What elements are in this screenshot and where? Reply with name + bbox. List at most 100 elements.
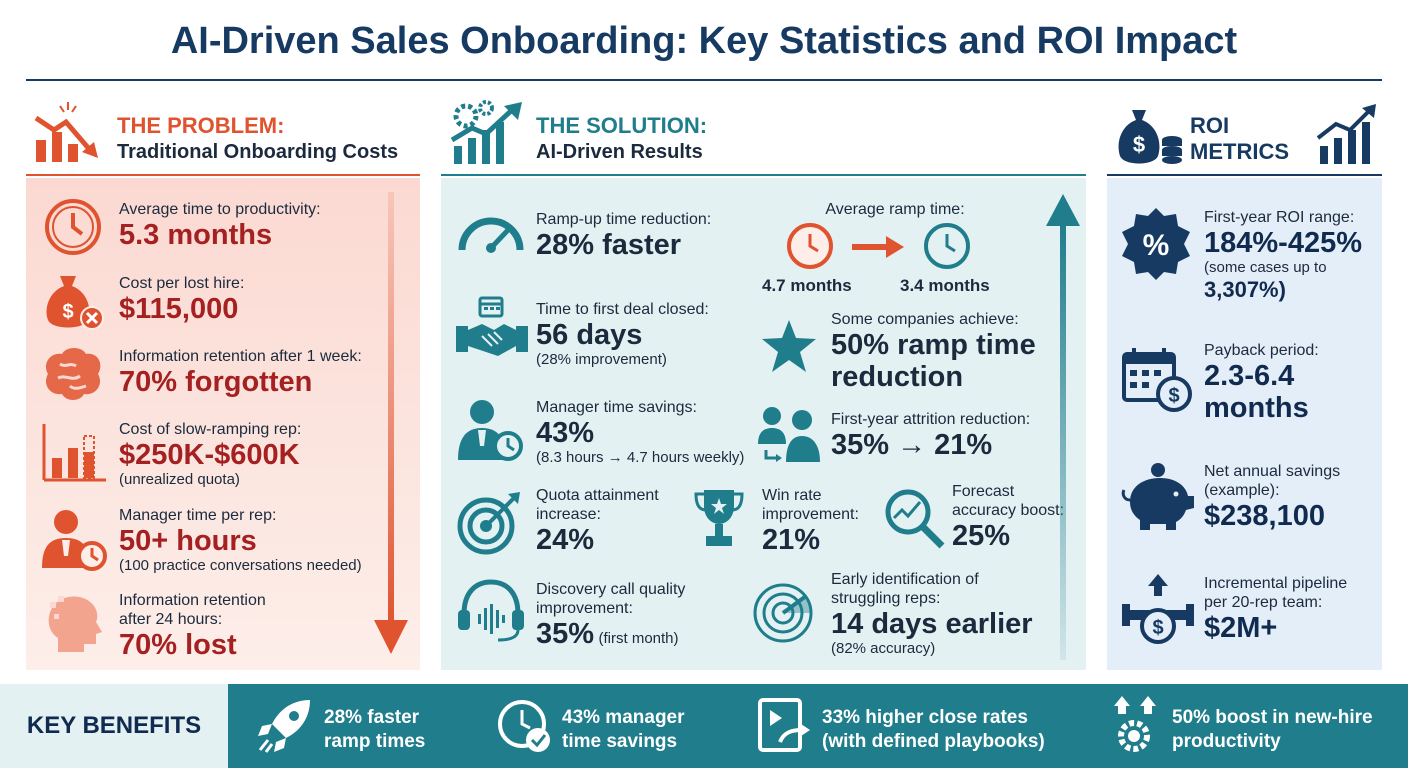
solution-label-winrate-line2: improvement: [762,506,859,523]
clock-after-icon [922,221,972,271]
benefit-ramp-line2: ramp times [324,731,426,752]
problem-label-retention-week: Information retention after 1 week: [119,348,362,365]
roi-value-payback: 2.3-6.4 [1204,360,1295,392]
upward-arrow [1044,192,1082,662]
magnifier-trend-icon [882,486,946,550]
benefit-productivity-line2: productivity [1172,731,1281,752]
clock-before-icon [785,221,835,271]
problem-value-retention-24h: 70% lost [119,629,237,661]
roi-heading-line1: ROI [1190,113,1230,138]
manager-stopwatch-icon [40,506,108,572]
piggy-bank-icon [1120,462,1196,532]
headset-icon [456,578,526,644]
problem-label-manager-time: Manager time per rep: [119,507,277,524]
problem-divider [26,174,420,176]
solution-note-manager: (8.3 hours → 4.7 hours weekly) [536,449,745,466]
solution-label-first-deal: Time to first deal closed: [536,301,709,318]
problem-panel [26,178,420,670]
page-title: AI-Driven Sales Onboarding: Key Statisti… [170,20,1238,62]
problem-label-lost-hire: Cost per lost hire: [119,275,245,292]
roi-label-pipeline: Incremental pipeline [1204,575,1348,592]
solution-label-discovery-line2: improvement: [536,600,633,617]
solution-value-some-companies: 50% ramp time [831,329,1036,361]
benefit-close-rates: 33% higher close rates (with defined pla… [822,706,1045,754]
solution-value-ramp: 28% faster [536,229,682,261]
problem-heading: THE PROBLEM: [117,113,285,138]
benefit-manager: 43% manager time savings [562,706,685,754]
problem-note-manager-time: (100 practice conversations needed) [119,557,362,574]
solution-note-first-deal: (28% improvement) [536,351,667,368]
solution-value-discovery: 35% [536,618,595,650]
benefit-productivity-line1: 50% boost in new-hire [1172,707,1373,728]
svg-text:%: % [1143,229,1170,262]
key-benefits-label: KEY BENEFITS [0,684,228,768]
solution-value-early: 14 days earlier [831,608,1033,640]
brain-icon [40,346,106,402]
roi-value-net-savings: $238,100 [1204,500,1325,532]
declining-chart-icon [32,100,104,166]
money-bag-coins-icon: $ [1112,100,1184,168]
arrow-right-icon [852,236,904,258]
problem-value-lost-hire: $115,000 [119,293,239,325]
roi-note-first-year-max: 3,307%) [1204,277,1286,302]
roi-divider [1107,174,1382,176]
gear-growth-icon [1108,694,1164,756]
roi-value-first-year: 184%-425% [1204,227,1362,259]
solution-label-ramp: Ramp-up time reduction: [536,211,712,228]
roi-value-pipeline: $2M+ [1204,612,1278,644]
title-divider [26,79,1382,81]
solution-heading: THE SOLUTION: [536,113,708,138]
benefit-close-rates-line1: 33% higher close rates [822,707,1028,728]
problem-label-productivity: Average time to productivity: [119,201,321,218]
percent-badge-icon: % [1118,206,1194,282]
solution-label-quota-line2: increase: [536,506,601,523]
svg-text:$: $ [1133,132,1145,157]
solution-label-some-companies: Some companies achieve: [831,311,1019,328]
solution-value-winrate: 21% [762,524,821,556]
roi-heading-line2: METRICS [1190,139,1289,164]
handshake-calendar-icon [454,296,530,360]
problem-value-productivity: 5.3 months [119,219,273,251]
pipeline-dollar-icon: $ [1120,574,1196,650]
solution-label-early-line2: struggling reps: [831,590,941,607]
solution-ramp-after: 3.4 months [900,276,990,295]
problem-label-slow-ramp: Cost of slow-ramping rep: [119,421,302,438]
rocket-icon [256,696,314,754]
problem-subheading: Traditional Onboarding Costs [117,141,399,163]
problem-value-manager-time: 50+ hours [119,525,257,557]
benefit-ramp: 28% faster ramp times [324,706,425,754]
downward-arrow [372,192,410,656]
roi-value-payback-line2: months [1204,392,1309,424]
solution-label-manager: Manager time savings: [536,399,697,416]
solution-panel [441,178,1086,670]
problem-value-retention-week: 70% forgotten [119,366,313,398]
solution-value-quota: 24% [536,524,595,556]
solution-ramp-before: 4.7 months [762,276,852,295]
svg-text:$: $ [62,301,73,323]
solution-subheading: AI-Driven Results [536,141,703,163]
team-attrition-icon [756,404,822,464]
roi-note-first-year: (some cases up to [1204,259,1327,276]
benefit-productivity: 50% boost in new-hire productivity [1172,706,1373,754]
solution-value-first-deal: 56 days [536,319,643,351]
solution-label-avg-ramp: Average ramp time: [825,201,965,218]
solution-note-early: (82% accuracy) [831,640,936,657]
calendar-dollar-icon: $ [1120,346,1192,412]
problem-label-retention-24h: Information retention [119,592,266,609]
trophy-icon [692,486,746,550]
manager-clock-icon [456,398,526,462]
bar-chart-icon [42,422,108,482]
roi-label-payback: Payback period: [1204,342,1319,359]
roi-label-first-year: First-year ROI range: [1204,209,1355,226]
money-bag-loss-icon: $ [44,272,106,332]
svg-text:$: $ [1168,385,1179,407]
key-benefits-bar [0,684,1408,768]
solution-label-quota: Quota attainment [536,487,659,504]
radar-icon [752,582,814,644]
roi-label-pipeline-line2: per 20-rep team: [1204,594,1323,611]
solution-label-attrition: First-year attrition reduction: [831,411,1031,428]
solution-value-forecast: 25% [952,520,1011,552]
growth-gears-icon [448,98,526,168]
svg-text:$: $ [1152,617,1163,639]
roi-label-net-savings: Net annual savings [1204,463,1341,480]
